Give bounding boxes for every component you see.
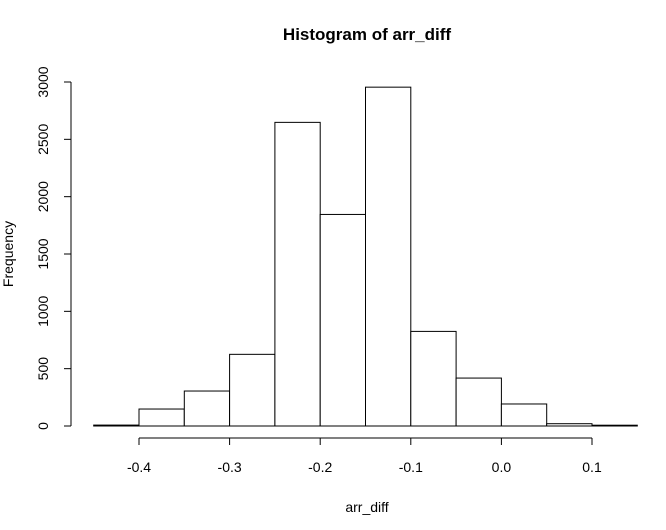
x-axis: -0.4 -0.3 -0.2 -0.1 0.0 0.1: [127, 437, 602, 475]
histogram-bar: [274, 121, 321, 427]
y-axis-label: Frequency: [0, 221, 16, 287]
y-tick-label: 500: [35, 357, 51, 381]
x-tick-label: 0.1: [582, 459, 602, 475]
y-tick-label: 3000: [35, 66, 51, 97]
y-tick-label: 2500: [35, 124, 51, 155]
x-tick-label: -0.1: [399, 459, 423, 475]
x-tick-label: -0.3: [218, 459, 242, 475]
x-tick-label: -0.2: [308, 459, 332, 475]
bars-group: [93, 86, 638, 427]
x-tick-label: -0.4: [127, 459, 151, 475]
histogram-bar: [500, 403, 548, 427]
histogram-bar: [455, 377, 502, 427]
histogram-bar: [319, 213, 367, 427]
histogram-bar: [138, 408, 185, 427]
histogram-bar: [93, 424, 140, 427]
histogram-bar: [410, 330, 457, 427]
histogram-bar: [546, 423, 593, 427]
y-axis: 0 500 1000 1500 2000 2500 3000: [35, 66, 72, 430]
chart-title: Histogram of arr_diff: [283, 25, 451, 44]
histogram-bar: [365, 86, 412, 427]
y-tick-label: 1500: [35, 238, 51, 269]
x-tick-label: 0.0: [492, 459, 512, 475]
histogram-bar: [229, 353, 276, 427]
y-tick-label: 0: [35, 422, 51, 430]
y-tick-label: 2000: [35, 181, 51, 212]
y-tick-label: 1000: [35, 296, 51, 327]
histogram-bar: [591, 424, 638, 427]
histogram-bar: [183, 390, 231, 427]
x-axis-label: arr_diff: [345, 499, 388, 515]
